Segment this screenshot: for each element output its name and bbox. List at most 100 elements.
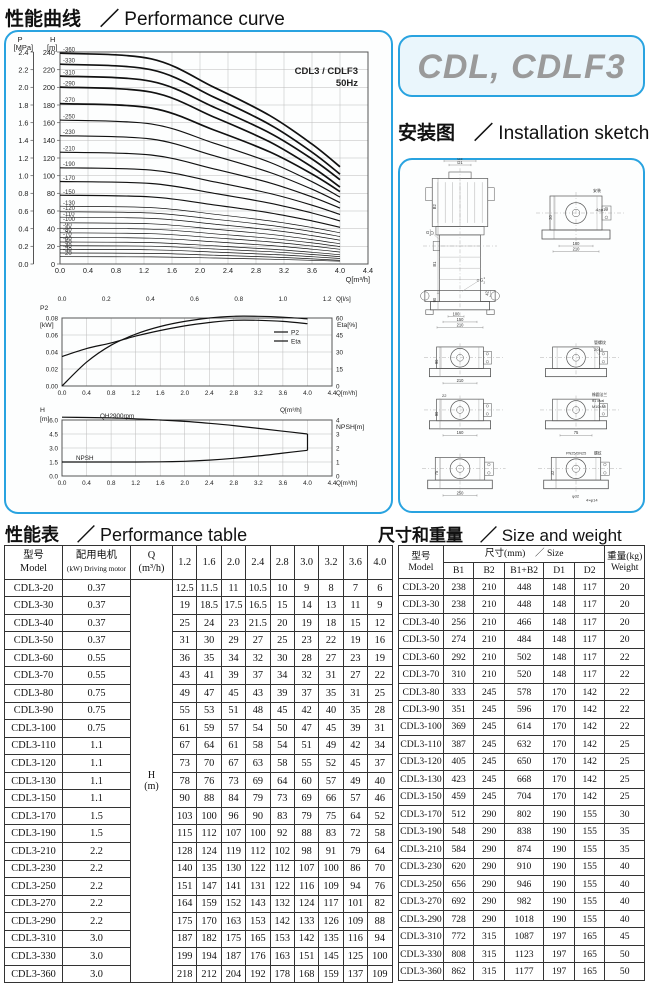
svg-text:1.8: 1.8 (18, 101, 28, 110)
svg-text:4×φ14: 4×φ14 (586, 497, 598, 502)
svg-text:0.04: 0.04 (46, 350, 59, 357)
svg-text:2: 2 (336, 446, 340, 453)
svg-text:2.8: 2.8 (251, 266, 261, 275)
svg-text:0.4: 0.4 (82, 390, 91, 397)
svg-text:Eta: Eta (291, 339, 301, 346)
svg-text:0.2: 0.2 (18, 242, 28, 251)
svg-text:0.4: 0.4 (146, 296, 155, 303)
svg-text:0.0: 0.0 (58, 480, 67, 487)
svg-text:0.4: 0.4 (18, 225, 28, 234)
svg-text:1: 1 (336, 460, 340, 467)
svg-text:2: 2 (484, 280, 486, 284)
svg-text:201X: 201X (594, 347, 604, 352)
svg-text:-190: -190 (63, 162, 76, 168)
svg-text:[MPa]: [MPa] (14, 43, 34, 52)
svg-text:3: 3 (336, 432, 340, 439)
svg-text:20: 20 (548, 215, 553, 220)
svg-text:180: 180 (43, 101, 55, 110)
svg-text:45: 45 (336, 333, 344, 340)
svg-text:1.2: 1.2 (323, 296, 332, 303)
svg-text:0.8: 0.8 (18, 189, 28, 198)
svg-text:4.0: 4.0 (335, 266, 345, 275)
svg-text:1.6: 1.6 (156, 390, 165, 397)
svg-text:220: 220 (43, 66, 55, 75)
svg-text:Q[m³/h]: Q[m³/h] (336, 390, 357, 397)
svg-text:1.6: 1.6 (156, 480, 165, 487)
svg-text:QH2900rpm: QH2900rpm (100, 413, 134, 420)
svg-text:15: 15 (336, 367, 344, 374)
svg-text:160: 160 (43, 119, 55, 128)
svg-text:1.2: 1.2 (18, 154, 28, 163)
svg-text:60: 60 (47, 207, 55, 216)
svg-text:210: 210 (573, 246, 581, 251)
svg-text:0.4: 0.4 (83, 266, 93, 275)
svg-text:0.02: 0.02 (46, 367, 59, 374)
svg-text:[m]: [m] (40, 416, 50, 423)
svg-text:4.0: 4.0 (303, 390, 312, 397)
svg-text:Q[m³/h]: Q[m³/h] (336, 480, 357, 487)
svg-text:-90: -90 (63, 223, 72, 229)
svg-text:150: 150 (457, 317, 465, 322)
svg-text:0.0: 0.0 (18, 260, 28, 269)
svg-text:40: 40 (47, 225, 55, 234)
svg-text:0.6: 0.6 (190, 296, 199, 303)
svg-text:-360: -360 (63, 48, 76, 54)
svg-text:4×φ13: 4×φ13 (596, 207, 608, 212)
svg-text:0.8: 0.8 (107, 390, 116, 397)
svg-text:3.2: 3.2 (279, 266, 289, 275)
svg-text:PN25/DN25: PN25/DN25 (566, 451, 586, 455)
svg-text:140: 140 (43, 136, 55, 145)
svg-text:0.06: 0.06 (46, 333, 59, 340)
svg-text:H: H (40, 407, 45, 414)
svg-text:50Hz: 50Hz (336, 78, 358, 89)
svg-text:90: 90 (432, 297, 437, 302)
svg-text:-110: -110 (63, 212, 75, 218)
svg-text:100: 100 (43, 172, 55, 181)
svg-text:-250: -250 (63, 115, 76, 121)
svg-text:0.00: 0.00 (46, 384, 59, 391)
svg-text:2.4: 2.4 (205, 480, 214, 487)
svg-text:P2: P2 (291, 330, 299, 337)
svg-text:3.6: 3.6 (279, 480, 288, 487)
svg-text:-330: -330 (63, 59, 76, 65)
svg-text:160: 160 (457, 430, 465, 435)
svg-text:80: 80 (47, 189, 55, 198)
svg-text:Q[m³/h]: Q[m³/h] (346, 275, 370, 284)
svg-text:180: 180 (573, 241, 581, 246)
svg-text:210: 210 (457, 322, 465, 327)
svg-text:4.4: 4.4 (363, 266, 373, 275)
svg-text:3.6: 3.6 (279, 390, 288, 397)
svg-text:1.2: 1.2 (139, 266, 149, 275)
svg-text:0.6: 0.6 (18, 207, 28, 216)
svg-text:-170: -170 (63, 176, 76, 182)
svg-text:CDL3 / CDLF3: CDL3 / CDLF3 (295, 66, 358, 77)
svg-text:90: 90 (434, 411, 439, 416)
svg-text:2.0: 2.0 (180, 390, 189, 397)
svg-text:1.6: 1.6 (18, 119, 28, 128)
svg-text:1.4: 1.4 (18, 136, 28, 145)
svg-text:2.8: 2.8 (229, 480, 238, 487)
svg-text:22: 22 (442, 393, 447, 398)
svg-text:0.8: 0.8 (107, 480, 116, 487)
svg-text:0.8: 0.8 (234, 296, 243, 303)
svg-text:-270: -270 (63, 98, 76, 104)
svg-text:-310: -310 (63, 71, 76, 77)
svg-text:0.0: 0.0 (55, 266, 65, 275)
svg-text:1.0: 1.0 (18, 172, 28, 181)
svg-text:1.2: 1.2 (131, 390, 140, 397)
svg-text:250: 250 (457, 490, 465, 495)
svg-text:Eta[%]: Eta[%] (337, 322, 357, 329)
svg-text:管螺纹: 管螺纹 (594, 339, 606, 345)
svg-text:-230: -230 (63, 130, 76, 136)
svg-text:4.0: 4.0 (303, 480, 312, 487)
svg-text:-100: -100 (63, 217, 76, 223)
svg-text:橡圆法兰: 橡圆法兰 (592, 392, 607, 397)
svg-text:2: 2 (430, 233, 432, 237)
svg-text:30: 30 (336, 350, 344, 357)
svg-text:B2: B2 (432, 203, 437, 209)
svg-text:D2: D2 (457, 158, 463, 161)
svg-text:0.8: 0.8 (111, 266, 121, 275)
svg-text:6.0: 6.0 (49, 418, 58, 425)
svg-text:-150: -150 (63, 190, 76, 196)
svg-text:1.2: 1.2 (131, 480, 140, 487)
